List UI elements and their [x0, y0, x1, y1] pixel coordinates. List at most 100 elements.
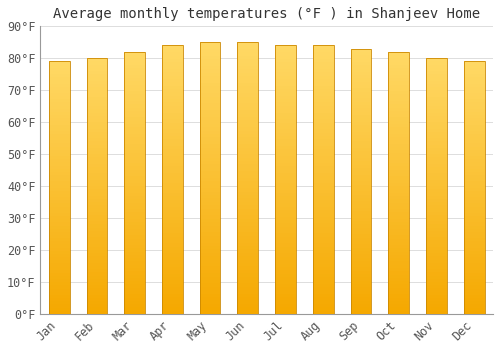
Bar: [426, 218, 447, 221]
Bar: [86, 244, 108, 247]
Bar: [162, 146, 182, 149]
Bar: [313, 89, 334, 92]
Bar: [275, 109, 296, 113]
Bar: [124, 127, 145, 131]
Bar: [350, 95, 372, 98]
Bar: [388, 216, 409, 219]
Bar: [86, 301, 108, 304]
Bar: [388, 245, 409, 248]
Bar: [275, 92, 296, 96]
Bar: [388, 180, 409, 183]
Bar: [124, 212, 145, 216]
Bar: [388, 144, 409, 147]
Bar: [238, 175, 258, 178]
Bar: [464, 90, 484, 93]
Bar: [124, 245, 145, 248]
Bar: [49, 84, 70, 87]
Bar: [313, 196, 334, 200]
Bar: [275, 190, 296, 193]
Bar: [426, 157, 447, 161]
Bar: [275, 200, 296, 203]
Bar: [350, 178, 372, 181]
Bar: [49, 247, 70, 251]
Bar: [388, 255, 409, 258]
Bar: [426, 128, 447, 132]
Bar: [162, 257, 182, 260]
Bar: [350, 82, 372, 85]
Bar: [49, 304, 70, 308]
Bar: [200, 307, 220, 310]
Bar: [200, 161, 220, 164]
Bar: [275, 290, 296, 294]
Bar: [124, 131, 145, 134]
Bar: [464, 298, 484, 301]
Bar: [124, 307, 145, 310]
Bar: [388, 258, 409, 261]
Bar: [200, 304, 220, 307]
Bar: [49, 222, 70, 225]
Bar: [464, 200, 484, 203]
Bar: [426, 154, 447, 157]
Bar: [162, 72, 182, 76]
Bar: [275, 116, 296, 119]
Bar: [86, 87, 108, 90]
Bar: [86, 247, 108, 250]
Bar: [86, 253, 108, 256]
Bar: [426, 62, 447, 65]
Bar: [200, 250, 220, 253]
Bar: [124, 196, 145, 199]
Bar: [49, 140, 70, 143]
Bar: [124, 153, 145, 157]
Bar: [200, 124, 220, 127]
Bar: [275, 300, 296, 304]
Bar: [238, 147, 258, 151]
Bar: [350, 141, 372, 145]
Bar: [275, 52, 296, 56]
Bar: [464, 80, 484, 84]
Bar: [49, 87, 70, 90]
Bar: [238, 59, 258, 63]
Bar: [86, 311, 108, 314]
Bar: [49, 144, 70, 147]
Bar: [162, 200, 182, 203]
Bar: [86, 173, 108, 176]
Bar: [426, 279, 447, 282]
Bar: [464, 216, 484, 219]
Bar: [49, 159, 70, 162]
Bar: [86, 103, 108, 106]
Bar: [350, 85, 372, 89]
Bar: [124, 137, 145, 140]
Bar: [464, 112, 484, 115]
Bar: [124, 85, 145, 88]
Bar: [49, 260, 70, 264]
Bar: [49, 298, 70, 301]
Bar: [124, 225, 145, 229]
Bar: [350, 158, 372, 161]
Bar: [238, 202, 258, 205]
Bar: [162, 65, 182, 69]
Bar: [313, 130, 334, 133]
Bar: [124, 258, 145, 261]
Bar: [350, 49, 372, 314]
Bar: [162, 149, 182, 153]
Bar: [86, 176, 108, 180]
Bar: [388, 265, 409, 268]
Bar: [86, 234, 108, 237]
Bar: [350, 135, 372, 138]
Bar: [388, 219, 409, 222]
Bar: [464, 106, 484, 109]
Bar: [238, 161, 258, 164]
Bar: [162, 230, 182, 233]
Bar: [426, 176, 447, 180]
Bar: [464, 140, 484, 143]
Bar: [388, 304, 409, 307]
Bar: [162, 183, 182, 187]
Bar: [49, 118, 70, 121]
Bar: [426, 106, 447, 109]
Bar: [275, 122, 296, 126]
Bar: [162, 163, 182, 166]
Bar: [464, 150, 484, 153]
Bar: [313, 210, 334, 213]
Bar: [388, 68, 409, 71]
Bar: [162, 290, 182, 294]
